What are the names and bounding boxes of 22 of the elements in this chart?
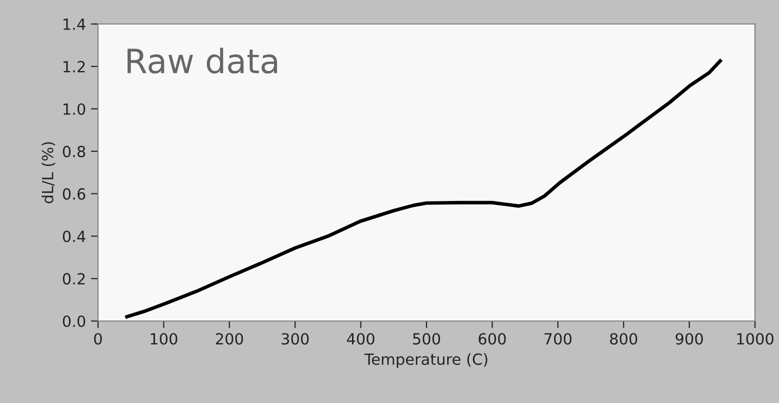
y-axis-title: dL/L (%)	[42, 142, 56, 204]
x-tick-label: 900	[676, 333, 703, 345]
y-tick-label: 1.0	[64, 103, 86, 115]
x-tick-label: 800	[610, 333, 638, 345]
y-tick-label: 0.2	[62, 273, 85, 285]
x-tick-label: 600	[478, 333, 506, 345]
x-tick-label: 200	[216, 333, 243, 345]
y-tick-label: 0.4	[62, 230, 86, 242]
y-tick-label: 0.0	[62, 315, 86, 328]
x-tick-label: 0	[94, 333, 102, 345]
y-tick-label: 1.4	[64, 18, 86, 30]
x-tick-label: 100	[150, 333, 178, 345]
annotation: Raw data	[128, 48, 278, 74]
x-axis-title: Temperature (C)	[364, 353, 488, 368]
x-tick-label: 700	[544, 333, 572, 345]
x-tick-label: 400	[346, 333, 374, 345]
x-tick-label: 1000	[737, 333, 774, 345]
y-tick-label: 1.2	[64, 60, 85, 72]
x-tick-label: 300	[282, 333, 309, 345]
x-tick-label: 500	[413, 333, 440, 345]
y-tick-label: 0.6	[62, 188, 86, 200]
y-tick-label: 0.8	[62, 146, 86, 158]
